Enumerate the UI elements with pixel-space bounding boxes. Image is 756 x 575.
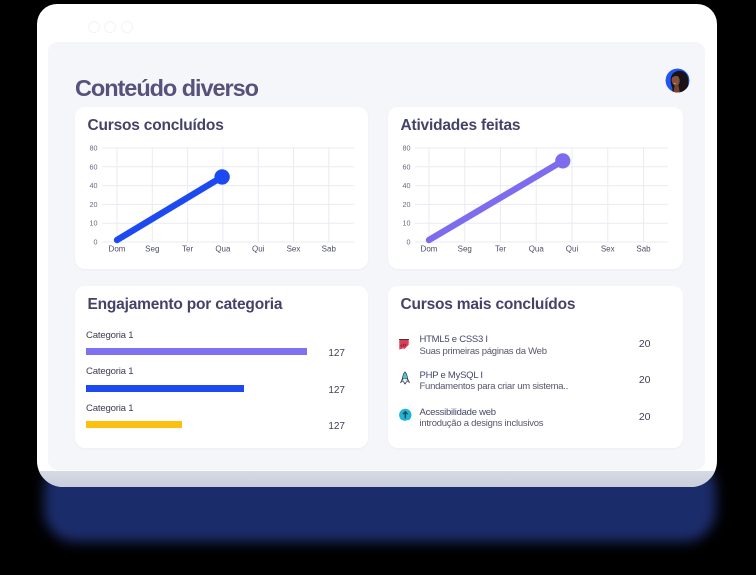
svg-text:Sex: Sex [287,245,301,254]
svg-text:Qua: Qua [529,245,545,254]
svg-text:Dom: Dom [421,245,438,254]
svg-text:Ter: Ter [495,245,506,254]
svg-text:Seg: Seg [458,245,472,254]
svg-text:0: 0 [94,238,98,247]
svg-text:Qui: Qui [252,245,265,254]
svg-text:10: 10 [403,219,411,228]
svg-text:60: 60 [90,162,98,171]
svg-text:80: 80 [90,144,98,153]
svg-text:80: 80 [403,144,411,153]
svg-text:40: 40 [90,181,98,190]
svg-text:20: 20 [90,200,98,209]
svg-text:60: 60 [403,162,411,171]
svg-text:Sab: Sab [636,245,651,254]
svg-text:Qui: Qui [566,245,579,254]
svg-text:Sex: Sex [601,245,615,254]
svg-text:10: 10 [90,219,98,228]
svg-text:Ter: Ter [182,245,193,254]
svg-text:20: 20 [403,200,411,209]
svg-text:Qua: Qua [215,245,231,254]
svg-text:Seg: Seg [145,245,159,254]
svg-text:Dom: Dom [109,245,126,254]
svg-text:Sab: Sab [322,245,337,254]
svg-text:0: 0 [407,238,411,247]
svg-text:40: 40 [403,181,411,190]
